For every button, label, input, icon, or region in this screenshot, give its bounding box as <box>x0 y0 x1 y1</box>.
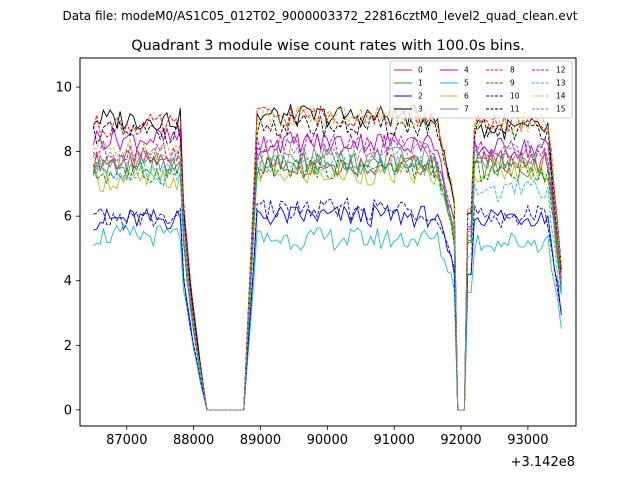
legend-label-5: 5 <box>464 79 469 88</box>
figure-suptitle: Data file: modeM0/AS1C05_012T02_90000033… <box>62 9 577 23</box>
plot-frame <box>79 57 577 427</box>
legend-label-4: 4 <box>464 66 469 75</box>
x-tick-label: 93000 <box>507 433 548 448</box>
x-tick-label: 90000 <box>307 433 348 448</box>
series-line-2 <box>93 204 562 411</box>
series-line-15 <box>92 142 562 411</box>
series-line-13 <box>92 153 562 411</box>
x-tick-label: 87000 <box>106 433 147 448</box>
series-line-7 <box>93 145 562 411</box>
chart-title: Quadrant 3 module wise count rates with … <box>131 38 525 54</box>
y-axis: 0 2 4 6 8 10 <box>55 81 80 418</box>
legend-label-13: 13 <box>556 79 566 88</box>
series-line-4 <box>92 126 562 411</box>
series-line-8 <box>92 104 562 411</box>
series-line-3 <box>93 103 562 411</box>
x-offset-label: +3.142e8 <box>511 455 575 470</box>
legend-label-8: 8 <box>510 66 515 75</box>
x-axis: 87000 88000 89000 90000 91000 92000 93000 <box>106 426 549 448</box>
series-line-12 <box>93 132 562 411</box>
legend-label-3: 3 <box>418 105 423 114</box>
plot-area <box>79 57 577 427</box>
legend-label-12: 12 <box>556 66 566 75</box>
x-tick-label: 89000 <box>240 433 281 448</box>
series-line-11 <box>92 114 562 411</box>
series-line-9 <box>92 155 562 411</box>
legend-label-0: 0 <box>418 66 423 75</box>
legend-label-11: 11 <box>510 105 520 114</box>
series-line-0 <box>92 149 562 411</box>
series-line-1 <box>92 152 562 411</box>
y-tick-label: 10 <box>55 81 72 96</box>
legend-label-2: 2 <box>418 92 423 101</box>
series-layer <box>92 103 562 411</box>
y-tick-label: 0 <box>64 403 72 418</box>
series-line-6 <box>93 161 562 411</box>
x-tick-label: 91000 <box>373 433 414 448</box>
x-tick-label: 92000 <box>440 433 481 448</box>
y-tick-label: 6 <box>64 210 72 225</box>
series-line-10 <box>93 197 562 411</box>
legend-label-10: 10 <box>510 92 520 101</box>
y-tick-label: 4 <box>64 274 72 289</box>
legend-label-14: 14 <box>556 92 566 101</box>
legend-frame <box>389 60 573 119</box>
legend-label-6: 6 <box>464 92 469 101</box>
y-tick-label: 2 <box>64 339 72 354</box>
legend-label-9: 9 <box>510 79 515 88</box>
series-line-5 <box>93 224 562 411</box>
x-tick-label: 88000 <box>173 433 214 448</box>
legend-label-7: 7 <box>464 105 469 114</box>
y-tick-label: 8 <box>64 145 72 160</box>
legend-label-1: 1 <box>418 79 423 88</box>
legend-label-15: 15 <box>556 105 566 114</box>
